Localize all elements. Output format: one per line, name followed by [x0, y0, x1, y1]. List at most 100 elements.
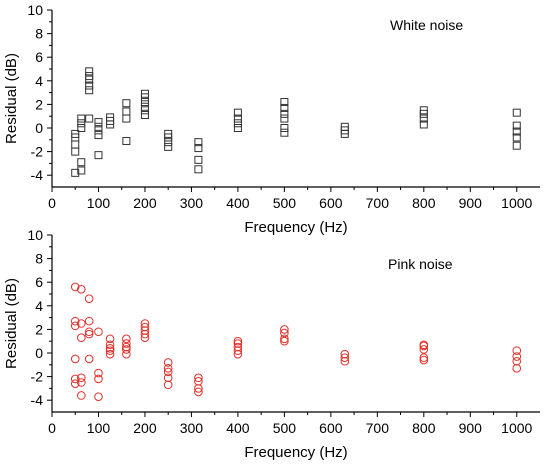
- pink-data-point: [194, 387, 203, 397]
- white-data-point: [233, 119, 242, 128]
- pink-data-point: [70, 282, 80, 292]
- white-y-tick-label: 10: [27, 2, 43, 18]
- white-y-tick-label: -4: [31, 167, 44, 183]
- white-data-point: [233, 124, 242, 132]
- pink-data-point: [140, 326, 150, 335]
- pink-data-point: [280, 336, 289, 346]
- pink-x-tick-label: 900: [459, 420, 483, 436]
- white-x-tick-label: 600: [319, 195, 343, 211]
- white-data-point: [194, 144, 203, 153]
- pink-data-point: [122, 345, 131, 354]
- pink-data-point: [84, 316, 94, 326]
- white-data-point: [164, 142, 173, 151]
- white-data-point: [85, 81, 94, 90]
- white-data-point: [512, 121, 521, 130]
- white-data-point: [85, 72, 94, 81]
- white-data-point: [340, 122, 349, 131]
- pink-data-point: [419, 340, 429, 350]
- pink-data-point: [419, 353, 429, 363]
- white-data-point: [94, 122, 103, 131]
- pink-data-point: [94, 368, 103, 378]
- pink-y-tick-label: -2: [31, 369, 44, 385]
- white-data-point: [164, 138, 173, 147]
- pink-data-point: [105, 343, 115, 353]
- white-data-point: [233, 108, 242, 117]
- white-data-point: [77, 166, 86, 175]
- white-x-tick-label: 800: [412, 195, 436, 211]
- pink-data-point: [512, 356, 522, 366]
- pink-y-tick-label: 8: [35, 251, 43, 267]
- white-data-point: [140, 98, 149, 107]
- white-data-point: [512, 133, 521, 142]
- pink-data-point: [76, 391, 86, 400]
- white-data-point: [280, 98, 289, 107]
- pink-data-point: [140, 319, 150, 328]
- pink-data-point: [84, 327, 94, 337]
- white-data-point: [280, 114, 289, 123]
- pink-data-point: [233, 346, 243, 355]
- pink-data-point: [280, 328, 289, 338]
- pink-data-point: [122, 349, 131, 359]
- pink-data-point: [163, 358, 173, 367]
- pink-data-point: [419, 345, 429, 354]
- pink-data-point: [140, 333, 150, 342]
- white-x-tick-label: 900: [459, 195, 483, 211]
- pink-data-point: [163, 380, 173, 390]
- pink-data-point: [76, 333, 86, 342]
- pink-noise-panel: 0 100 200 300 400 500 600 700 800 900 1000 -4 -2 0 2 4 6…: [3, 227, 540, 461]
- pink-data-point: [340, 353, 350, 363]
- white-y-axis-title: Residual (dB): [3, 53, 20, 144]
- white-data-point: [122, 136, 131, 145]
- white-data-point: [85, 114, 94, 123]
- pink-data-point: [94, 327, 103, 337]
- white-data-point: [194, 138, 203, 147]
- pink-y-tick-label: 6: [35, 274, 43, 290]
- pink-data-point: [105, 349, 115, 359]
- pink-data-point: [512, 364, 522, 373]
- pink-data-point: [70, 354, 80, 364]
- pink-data-point: [105, 346, 115, 355]
- white-y-tick-label: -2: [31, 144, 44, 160]
- pink-data-point: [280, 325, 289, 334]
- pink-x-tick-label: 100: [87, 420, 111, 436]
- pink-data-point: [194, 377, 203, 386]
- pink-data-point: [122, 342, 131, 352]
- pink-data-point: [340, 349, 350, 359]
- pink-data-point: [194, 384, 203, 393]
- pink-data-point: [340, 356, 350, 366]
- white-data-point: [280, 128, 289, 137]
- white-x-tick-label: 400: [226, 195, 250, 211]
- pink-y-tick-label: 10: [27, 227, 43, 243]
- pink-data-point: [76, 319, 86, 328]
- white-data-point: [77, 158, 86, 167]
- white-data-point: [71, 140, 80, 149]
- pink-data-point: [84, 354, 94, 364]
- white-data-point: [140, 89, 149, 98]
- white-data-point: [85, 67, 94, 76]
- white-x-tick-label: 1000: [501, 195, 532, 211]
- pink-y-tick-label: 0: [35, 345, 43, 361]
- white-x-tick-label: 700: [366, 195, 390, 211]
- pink-x-tick-label: 800: [412, 420, 436, 436]
- pink-x-tick-label: 400: [226, 420, 250, 436]
- white-data-point: [164, 129, 173, 138]
- white-data-point: [77, 119, 86, 128]
- pink-data-point: [94, 392, 103, 401]
- white-noise-panel: 0 100 200 300 400 500 600 700 800 900 1000 -4 -2 0 2 4 6…: [3, 2, 540, 236]
- white-data-point: [419, 120, 428, 129]
- pink-x-tick-label: 600: [319, 420, 343, 436]
- pink-data-point: [163, 367, 173, 377]
- pink-data-point: [70, 316, 80, 326]
- pink-x-tick-label: 700: [366, 420, 390, 436]
- pink-y-axis-title: Residual (dB): [3, 278, 20, 369]
- white-data-point: [71, 129, 80, 138]
- pink-data-point: [233, 336, 243, 346]
- pink-data-point: [76, 373, 86, 383]
- white-data-point: [140, 111, 149, 120]
- pink-data-point: [233, 339, 243, 348]
- white-data-point: [94, 131, 103, 140]
- white-y-tick-label: 6: [35, 49, 43, 65]
- white-data-point: [71, 147, 80, 156]
- pink-data-point: [140, 322, 150, 332]
